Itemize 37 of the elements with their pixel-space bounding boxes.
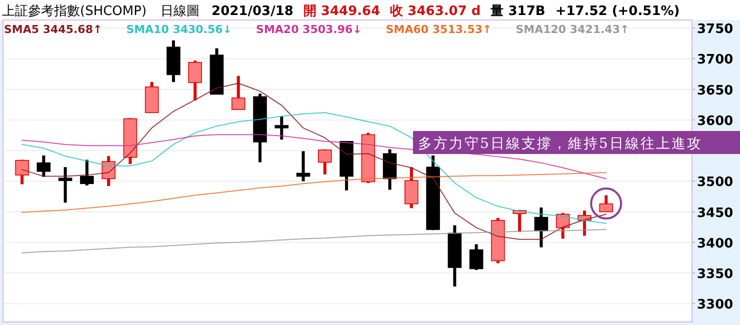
text: 量 317B: [490, 4, 546, 19]
y-tick-label: 3600: [697, 114, 734, 129]
candlestick: [188, 60, 202, 100]
text: +17.52 (+0.51%): [555, 4, 680, 19]
y-tick-label: 3750: [697, 22, 734, 38]
chart-title: 上証參考指數(SHCOMP): [2, 4, 147, 19]
y-tick-label: 3450: [697, 206, 734, 221]
text: SMA120 3421.43↑: [516, 23, 630, 36]
text: SMA5 3445.68↑: [4, 23, 102, 36]
annotation: 多方力守5日線支撐，維持5日線往上進攻: [418, 136, 702, 152]
y-tick-label: 3350: [697, 267, 734, 282]
text: 開 3449.64: [303, 4, 380, 19]
y-tick-label: 3500: [697, 175, 734, 190]
candlestick: [534, 208, 548, 248]
chart-subtitle: 日線圖: [160, 4, 200, 19]
text: 2021/03/18: [212, 4, 294, 19]
candlestick: [58, 167, 72, 203]
candlestick: [296, 151, 310, 182]
line-series: [22, 134, 607, 180]
y-tick-label: 3650: [697, 83, 734, 98]
text: SMA20 3503.96↓: [256, 23, 362, 36]
y-tick-label: 3300: [697, 298, 734, 313]
y-tick-label: 3400: [697, 236, 734, 252]
candlestick: [36, 155, 51, 177]
candlestick: [469, 244, 484, 270]
text: SMA10 3430.56↓: [126, 23, 232, 36]
y-tick-label: 3700: [697, 52, 734, 68]
candlestick: [404, 167, 418, 208]
line-series: [22, 172, 607, 213]
candlestick: [599, 195, 614, 212]
callout: 多方力守5日線支撐，維持5日線往上進攻: [413, 131, 740, 154]
candlestick: [274, 116, 289, 140]
text: 收 3463.07 d: [390, 4, 481, 19]
candlestick: [318, 149, 332, 174]
candlestick: [80, 160, 94, 186]
candlestick: [231, 76, 246, 110]
text: SMA60 3513.53↑: [386, 23, 492, 36]
